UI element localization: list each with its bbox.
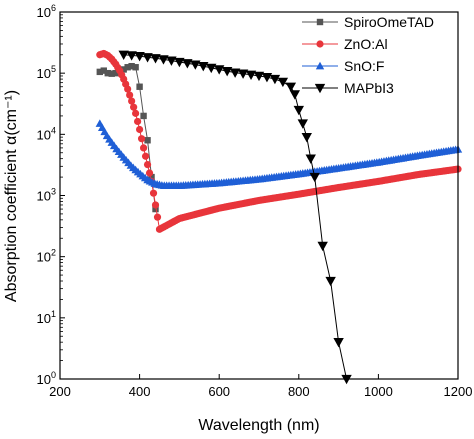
legend-marker	[316, 18, 324, 26]
data-point	[96, 68, 103, 76]
x-axis-title: Wavelength (nm)	[198, 417, 319, 434]
data-point	[132, 109, 140, 117]
data-point	[132, 64, 139, 71]
data-point	[158, 55, 169, 65]
data-point	[174, 57, 185, 68]
y-tick-label: 102	[37, 248, 56, 265]
data-point	[206, 63, 217, 74]
data-point	[317, 241, 328, 252]
data-point	[237, 69, 249, 79]
x-tick-label: 800	[288, 384, 310, 399]
data-point	[112, 69, 119, 77]
legend-marker	[314, 83, 326, 94]
legend-item-zno-al: ZnO:Al	[302, 36, 388, 52]
data-point	[104, 69, 111, 77]
y-tick-label: 101	[37, 309, 56, 326]
data-point	[151, 201, 160, 209]
y-tick-label: 103	[37, 187, 56, 204]
data-point	[309, 172, 320, 183]
legend-label: MAPbI3	[344, 80, 394, 96]
data-point	[136, 83, 143, 90]
data-point	[221, 66, 233, 77]
x-tick-label: 1200	[444, 384, 473, 399]
legend-item-spiroometad: SpiroOmeTAD	[302, 14, 434, 30]
data-point	[333, 338, 344, 348]
x-tick-label: 1000	[364, 384, 393, 399]
data-point	[190, 60, 201, 70]
plot-marks	[95, 49, 463, 385]
x-tick-label: 200	[49, 384, 71, 399]
data-point	[128, 62, 135, 70]
y-tick-label: 104	[37, 125, 56, 142]
data-point	[229, 68, 241, 78]
legend-marker	[315, 61, 325, 70]
data-point	[214, 65, 225, 75]
series-sno-f	[95, 119, 463, 189]
data-point	[198, 62, 209, 72]
data-point	[325, 276, 336, 287]
legend-item-sno-f: SnO:F	[302, 58, 384, 74]
data-point	[269, 74, 281, 85]
x-tick-label: 400	[129, 384, 151, 399]
series-zno-al	[96, 49, 462, 233]
data-point	[136, 125, 144, 134]
data-point	[145, 169, 154, 177]
data-point	[130, 103, 138, 111]
data-point	[277, 77, 289, 88]
data-point	[139, 144, 148, 152]
data-point	[148, 173, 155, 181]
y-axis-title: Absorption coefficient α(cm⁻¹)	[3, 90, 20, 302]
data-point	[124, 64, 131, 71]
data-point	[245, 70, 257, 81]
data-point	[100, 67, 107, 74]
legend-label: SnO:F	[344, 58, 384, 74]
y-tick-label: 100	[37, 370, 56, 387]
data-point	[301, 132, 312, 143]
data-point	[253, 71, 265, 82]
axis-ticks: 200 400 600 800 1000 1200 100 101 102 103 104 105 10…	[37, 3, 473, 399]
legend-marker	[316, 40, 324, 48]
data-point	[289, 90, 301, 100]
data-point	[134, 51, 145, 62]
series-spiroometad	[96, 62, 159, 213]
legend-label: SpiroOmeTAD	[344, 14, 434, 30]
data-point	[297, 119, 308, 129]
data-point	[293, 105, 304, 116]
data-point	[305, 154, 316, 164]
data-point	[134, 117, 142, 126]
series-mapbi3	[118, 50, 352, 385]
data-point	[126, 91, 134, 99]
data-point	[141, 152, 150, 160]
data-point	[143, 161, 152, 169]
data-point	[108, 70, 115, 77]
legend-label: ZnO:Al	[344, 36, 388, 52]
legend-item-mapbi3: MAPbI3	[302, 80, 394, 96]
legend: SpiroOmeTAD ZnO:Al SnO:F MAPbI3	[302, 14, 434, 96]
data-point	[153, 213, 162, 221]
y-tick-label: 106	[37, 3, 56, 20]
data-point	[285, 82, 297, 92]
data-point	[126, 51, 137, 61]
data-point	[182, 59, 193, 69]
data-point	[128, 97, 136, 105]
data-point	[166, 56, 177, 66]
data-point	[120, 66, 127, 73]
data-point	[150, 54, 161, 64]
data-point	[118, 50, 129, 60]
data-point	[149, 189, 158, 197]
data-point	[124, 85, 132, 93]
data-point	[152, 205, 159, 213]
data-point	[144, 137, 151, 144]
data-point	[261, 73, 273, 83]
y-tick-label: 105	[37, 64, 56, 81]
x-tick-label: 600	[208, 384, 230, 399]
data-point	[140, 112, 147, 120]
data-point	[142, 53, 153, 63]
data-point	[137, 135, 146, 143]
